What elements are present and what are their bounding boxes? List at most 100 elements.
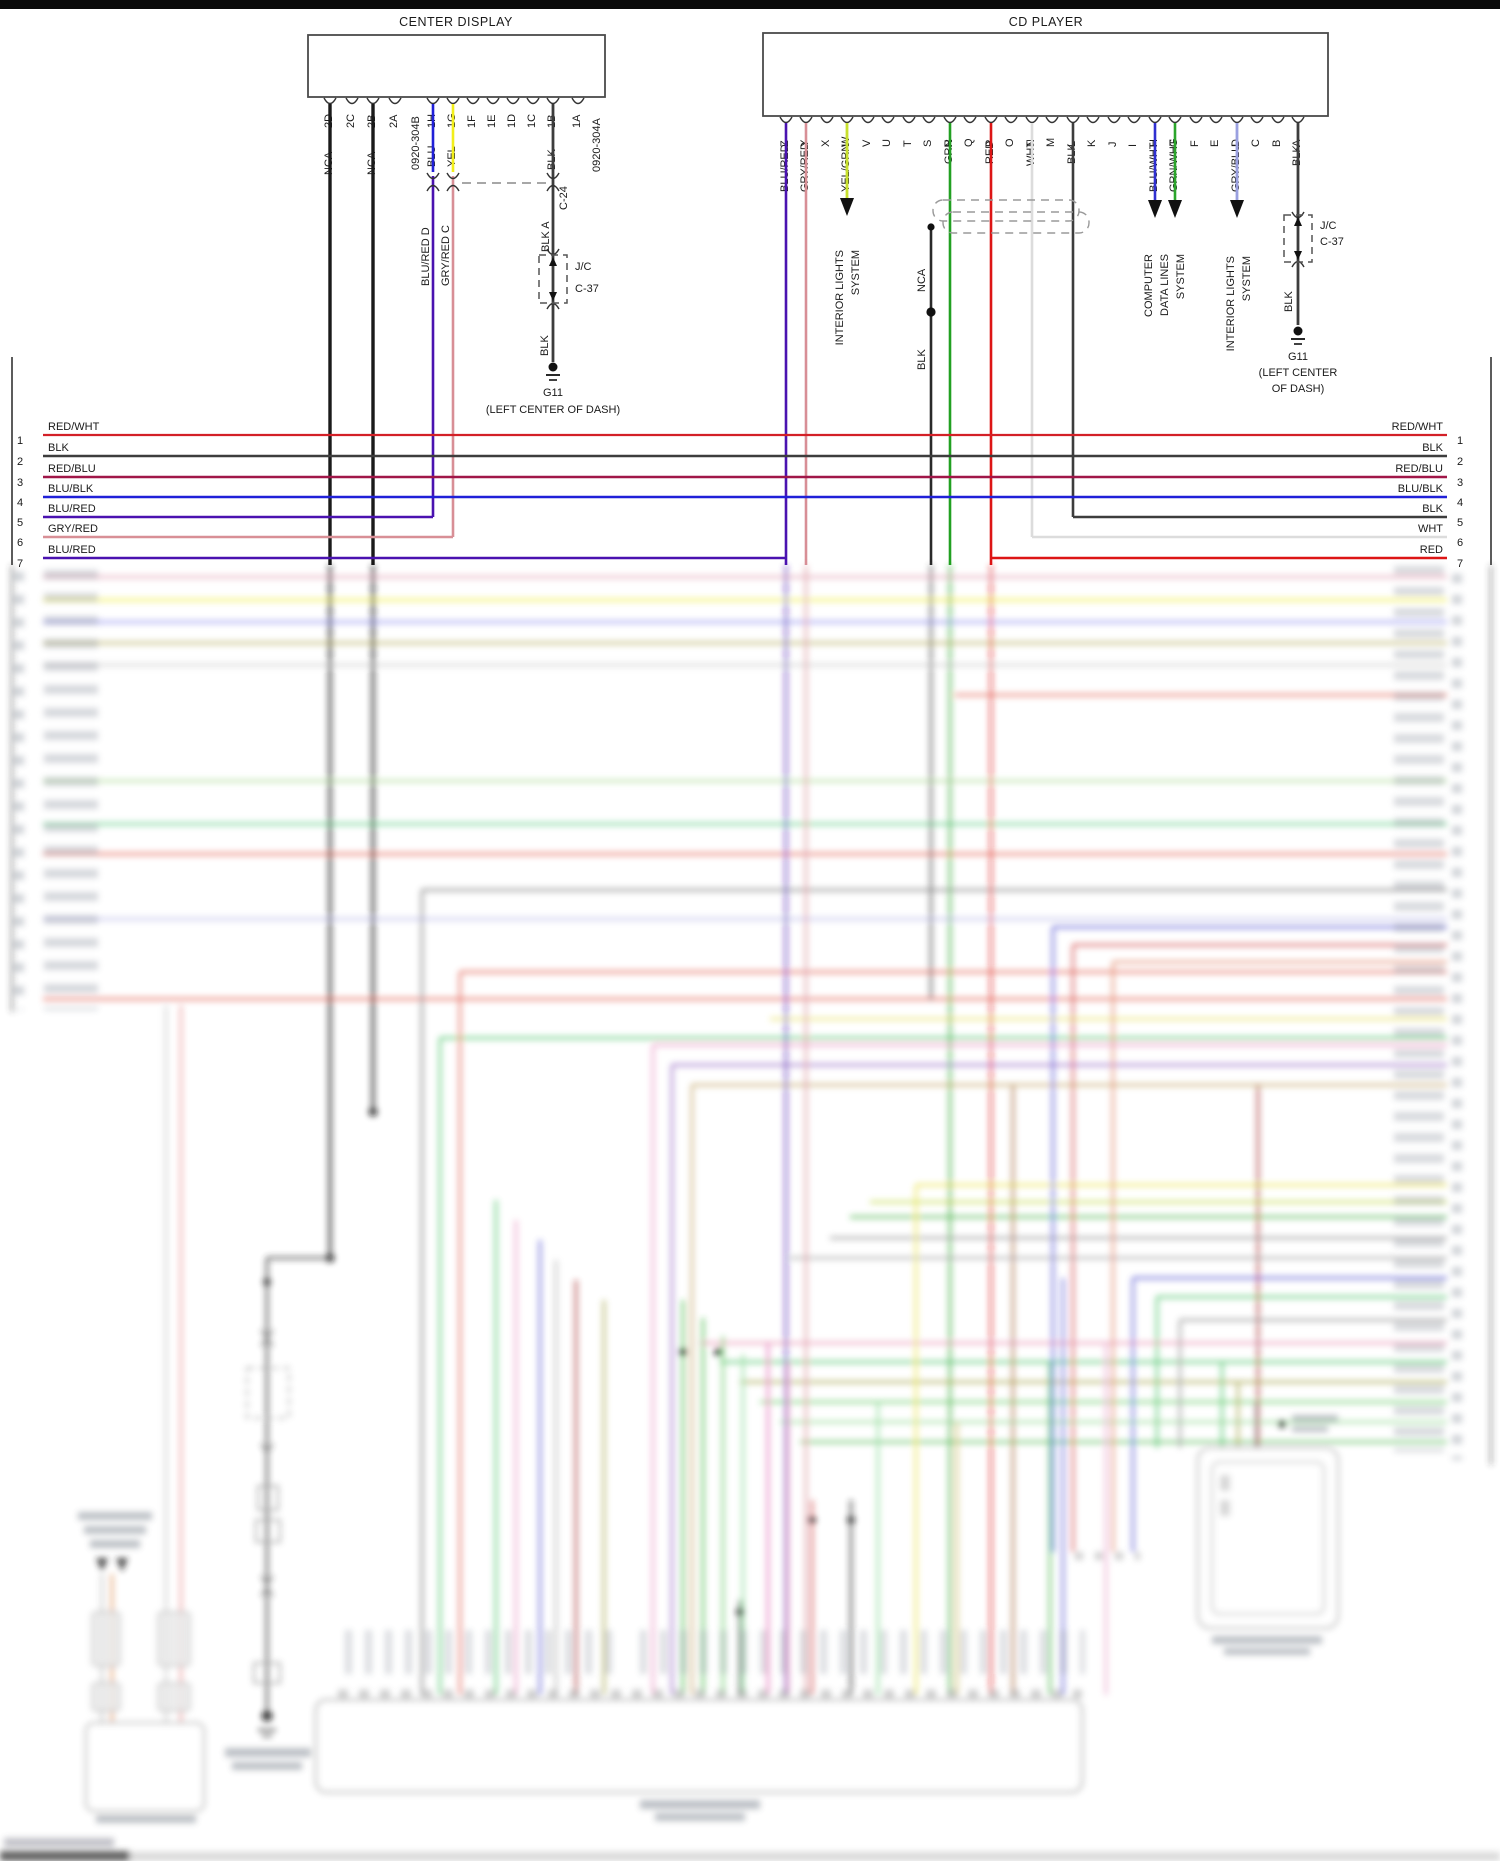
system-arrow-icon <box>1168 200 1182 218</box>
pin-label: 1E <box>486 115 498 128</box>
system-arrow-icon <box>1148 200 1162 218</box>
system-reference-labels: INTERIOR LIGHTS SYSTEM COMPUTER DATA LIN… <box>834 250 1253 351</box>
ground-name: G11 <box>543 387 563 399</box>
pin-number: 6 <box>1457 537 1463 549</box>
pin-number: 5 <box>1457 517 1463 529</box>
center-display-title: CENTER DISPLAY <box>399 15 513 29</box>
ground-dot-icon <box>1293 326 1303 336</box>
pin-label: C <box>1250 139 1262 147</box>
blurred-left-chain <box>225 1256 330 1770</box>
center-display-wire-labels: NCA NCA BLU YEL BLK BLU/RED D GRY/RED C … <box>323 146 570 356</box>
arrowhead-down-icon <box>549 292 557 301</box>
wire-label: BLK <box>1283 291 1295 312</box>
pin-label: Q <box>963 138 975 147</box>
junction-dot-icon <box>927 223 935 231</box>
junction-connector-box <box>1283 214 1313 263</box>
pin-number: 6 <box>17 537 23 549</box>
harness-left-labels: 1 RED/WHT 2 BLK 3 RED/BLU 4 BLU/BLK 5 BL… <box>17 421 100 570</box>
junction-label: J/C <box>1320 220 1337 232</box>
page-bottom-bar <box>0 1852 1500 1861</box>
shield-symbol <box>942 211 1090 234</box>
page-top-bar <box>0 0 1500 9</box>
wire-label: BLU/RED <box>48 503 96 515</box>
wire-label: BLK <box>916 349 928 370</box>
cd-player-pin-connectors <box>779 116 1305 124</box>
wire-label: BLK <box>48 442 69 454</box>
wire-label: RED/WHT <box>1392 421 1444 433</box>
pin-label: 2A <box>388 114 400 128</box>
junction-label: C-37 <box>575 283 599 295</box>
harness-rows-section: 1 RED/WHT 2 BLK 3 RED/BLU 4 BLU/BLK 5 BL… <box>11 357 1492 570</box>
pin-number: 2 <box>17 456 23 468</box>
system-arrow-icon <box>1230 200 1244 218</box>
pin-label: 1D <box>506 114 518 128</box>
pin-label: E <box>1209 140 1221 147</box>
blurred-diagram-region <box>0 565 1500 1861</box>
blurred-label-smudges <box>14 566 1462 1460</box>
pin-label: 1A <box>571 114 583 128</box>
ground-location: OF DASH) <box>1272 383 1325 395</box>
pin-label: K <box>1086 139 1098 147</box>
pin-number: 1 <box>1457 435 1463 447</box>
wire-label: BLU/RED D <box>420 227 432 286</box>
pin-label: J <box>1107 142 1119 148</box>
pin-label: 2C <box>345 114 357 128</box>
ground-location: (LEFT CENTER OF DASH) <box>486 404 620 416</box>
wire-label: BLK <box>1422 442 1443 454</box>
ground-dot-icon <box>548 362 558 372</box>
wire-label: BLK A <box>540 221 552 252</box>
connector-ref-label: C-24 <box>558 186 570 210</box>
pin-label: I <box>1127 144 1139 147</box>
shield-symbol <box>932 199 1080 222</box>
blurred-bottom-box <box>315 1630 1085 1821</box>
pin-label: S <box>922 140 934 147</box>
junction-dot-icon <box>926 307 936 317</box>
pin-label: T <box>902 140 914 147</box>
connector-part-number: 0920-304B <box>410 116 422 170</box>
harness-right-labels: 1 RED/WHT 2 BLK 3 RED/BLU 4 BLU/BLK 5 BL… <box>1392 421 1463 570</box>
pin-number: 4 <box>1457 497 1463 509</box>
junction-label: C-37 <box>1320 236 1344 248</box>
center-display-pin-connectors <box>323 97 585 105</box>
pin-number: 7 <box>17 558 23 570</box>
blurred-right-component <box>1075 1415 1339 1655</box>
cd-player-title: CD PLAYER <box>1009 15 1083 29</box>
wire-label: RED <box>1420 544 1443 556</box>
pin-number: 3 <box>17 477 23 489</box>
cd-player-section: CD PLAYER Z Y X W V U T S R <box>762 15 1344 565</box>
page-bottom-bar-dark <box>0 1851 130 1861</box>
wire-label: BLU/RED <box>48 544 96 556</box>
system-label: SYSTEM <box>850 250 862 295</box>
cd-player-box <box>762 32 1329 117</box>
system-label: DATA LINES <box>1159 254 1171 316</box>
wire-label: GRY/RED C <box>440 225 452 286</box>
pin-label: 1C <box>526 114 538 128</box>
pin-label: 1F <box>466 115 478 128</box>
wire-label: NCA <box>916 268 928 292</box>
ground-location: (LEFT CENTER <box>1259 367 1338 379</box>
wire-label: RED/WHT <box>48 421 100 433</box>
center-display-box <box>307 34 606 98</box>
wire-label: BLK <box>539 335 551 356</box>
system-arrow-icon <box>840 198 854 216</box>
junction-label: J/C <box>575 261 592 273</box>
pin-label: B <box>1271 140 1283 147</box>
blurred-wiring-verticals <box>164 565 1260 1723</box>
system-label: INTERIOR LIGHTS <box>1225 256 1237 351</box>
wire-label: GRY/RED <box>48 523 98 535</box>
ground-name: G11 <box>1288 351 1308 363</box>
connector-part-number: 0920-304A <box>591 118 603 172</box>
wire-label: RED/BLU <box>1395 463 1443 475</box>
pin-number: 4 <box>17 497 23 509</box>
pin-number: 2 <box>1457 456 1463 468</box>
blurred-wiring-rows <box>43 575 1447 1444</box>
pin-number: 1 <box>17 435 23 447</box>
wire-label: BLU/BLK <box>48 483 94 495</box>
blurred-junction-dots <box>263 1107 1286 1616</box>
pin-label: M <box>1045 138 1057 147</box>
pin-label: V <box>861 139 873 147</box>
pin-label: O <box>1004 138 1016 147</box>
arrowhead-up-icon <box>1294 217 1302 226</box>
